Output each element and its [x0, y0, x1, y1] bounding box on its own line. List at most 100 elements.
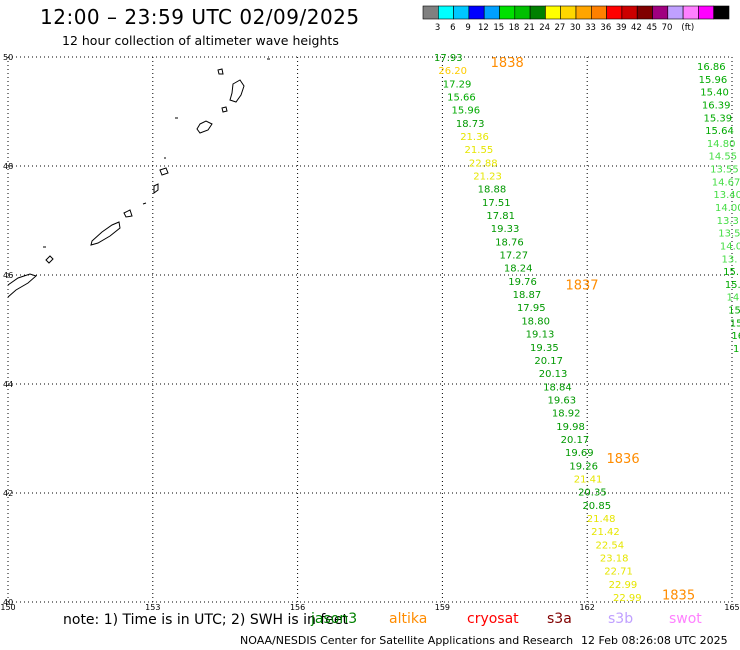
- colorbar-label: 18: [509, 23, 520, 33]
- footer-note: note: 1) Time is in UTC; 2) SWH is in fe…: [63, 612, 349, 628]
- wave-height-value: 20.85: [582, 501, 611, 512]
- wave-height-value: 19.33: [491, 224, 520, 235]
- wave-height-value: 13.55: [710, 165, 739, 176]
- island-1: [217, 68, 224, 75]
- wave-height-value: 15.64: [705, 126, 734, 137]
- wave-height-value: 19.35: [530, 343, 559, 354]
- satellite-legend-cryosat: cryosat: [467, 611, 519, 627]
- longitude-tick-label: 150: [0, 603, 15, 612]
- map-grid: [7, 56, 733, 603]
- wave-height-value: 18.84: [543, 382, 572, 393]
- wave-height-value: 17.27: [499, 251, 528, 262]
- wave-height-value: 18.73: [456, 119, 485, 130]
- wave-height-value: 13.3: [717, 216, 739, 227]
- island-6: [196, 120, 213, 134]
- longitude-tick-label: 162: [580, 603, 595, 612]
- wave-height-value: 26.20: [438, 66, 467, 77]
- longitude-tick-label: 153: [145, 603, 160, 612]
- longitude-tick-label: 165: [724, 603, 739, 612]
- colorbar-label: 39: [616, 23, 627, 33]
- wave-height-value: 17.93: [434, 53, 463, 64]
- wave-height-value: 20.35: [578, 488, 607, 499]
- pass-time-label: 1838: [491, 56, 524, 71]
- satellite-legend-s3b: s3b: [608, 611, 634, 627]
- wave-height-value: 19.76: [508, 277, 537, 288]
- wave-height-value: 15.39: [704, 113, 733, 124]
- colorbar-label: 6: [450, 23, 455, 33]
- wave-height-value: 19.69: [565, 448, 594, 459]
- island-12: [90, 221, 121, 246]
- wave-height-value: 21.36: [460, 132, 489, 143]
- latitude-tick-label: 50: [3, 53, 13, 62]
- wave-height-value: 21.42: [591, 527, 620, 538]
- wave-height-value: 15.: [725, 280, 740, 291]
- altika-track-main: 17.93 26.20 17.29 15.66 15.96 18.73 21.36 21.55…: [434, 53, 642, 604]
- island-9: [153, 183, 159, 194]
- wave-height-value: 21.23: [473, 172, 502, 183]
- colorbar-label: 42: [631, 23, 642, 33]
- wave-height-colorbar: 3 6 9 12 15 18 21 24 27 30 33 36 39 42 45 70 (ft): [422, 5, 730, 33]
- wave-height-value: 14: [726, 293, 739, 304]
- colorbar-label: 30: [570, 23, 581, 33]
- coastline: [7, 58, 270, 298]
- map-title: 12:00 – 23:59 UTC 02/09/2025: [40, 5, 360, 29]
- colorbar-label: 70: [662, 23, 673, 33]
- wave-height-value: 17.29: [443, 79, 472, 90]
- island-14: [45, 255, 54, 264]
- wave-height-value: 17: [733, 344, 740, 355]
- wave-height-value: 18.80: [521, 316, 550, 327]
- wave-height-value: 13.40: [713, 190, 740, 201]
- colorbar-label: 24: [539, 23, 550, 33]
- longitude-tick-label: 156: [290, 603, 305, 612]
- wave-height-value: 14.67: [712, 177, 740, 188]
- latitude-tick-label: 42: [3, 489, 13, 498]
- island-4: [221, 106, 228, 113]
- colorbar-label: 9: [465, 23, 470, 33]
- colorbar-label: 36: [600, 23, 611, 33]
- wave-height-value: 18.24: [504, 264, 533, 275]
- latitude-tick-label: 48: [3, 162, 13, 171]
- colorbar-label: 45: [646, 23, 657, 33]
- colorbar-swatch: [713, 5, 730, 20]
- wave-height-map: 150 153 156 159 162 165 50 48 46 44 42 40 17.93 26.2…: [0, 53, 740, 612]
- wave-height-value: 17.51: [482, 198, 511, 209]
- satellite-legend-jason3: jason3: [311, 611, 358, 627]
- colorbar-label: 27: [555, 23, 566, 33]
- wave-height-value: 15.96: [699, 75, 728, 86]
- wave-height-value: 18.88: [478, 185, 507, 196]
- wave-height-value: 14.0: [720, 241, 740, 252]
- satellite-legend-s3a: s3a: [547, 611, 572, 627]
- satellite-legend-altika: altika: [389, 611, 428, 627]
- wave-height-value: 18.76: [495, 237, 524, 248]
- wave-height-value: 20.17: [534, 356, 563, 367]
- wave-height-value: 20.13: [539, 369, 568, 380]
- wave-height-value: 21.41: [574, 474, 603, 485]
- island-11: [123, 209, 133, 218]
- wave-height-value: 15: [730, 318, 740, 329]
- wave-height-value: 22.54: [596, 540, 625, 551]
- credit-line: NOAA/NESDIS Center for Satellite Applica…: [240, 634, 574, 647]
- colorbar-label: (ft): [681, 23, 694, 33]
- satellite-legend-swot: swot: [669, 611, 702, 627]
- wave-height-value: 16: [731, 331, 740, 342]
- pass-time-label: 1836: [607, 452, 640, 467]
- wave-height-value: 19.98: [556, 422, 585, 433]
- wave-height-value: 15.40: [700, 88, 729, 99]
- wave-height-value: 13.5: [718, 229, 740, 240]
- longitude-tick-label: 159: [435, 603, 450, 612]
- wave-height-value: 17.81: [486, 211, 515, 222]
- wave-height-value: 22.71: [604, 567, 633, 578]
- wave-height-value: 18.92: [552, 409, 581, 420]
- latitude-tick-label: 44: [3, 380, 13, 389]
- wave-height-value: 14.00: [715, 203, 740, 214]
- island-3: [229, 79, 245, 103]
- wave-height-value: 14.80: [707, 139, 736, 150]
- wave-height-value: 15.: [723, 267, 739, 278]
- latitude-tick-label: 40: [3, 598, 13, 607]
- wave-height-value: 21.48: [587, 514, 616, 525]
- colorbar-label: 12: [478, 23, 489, 33]
- wave-height-value: 22.99: [609, 580, 638, 591]
- wave-height-value: 19.26: [569, 461, 598, 472]
- island-15: [7, 273, 37, 298]
- pass-time-label: 1835: [662, 588, 695, 603]
